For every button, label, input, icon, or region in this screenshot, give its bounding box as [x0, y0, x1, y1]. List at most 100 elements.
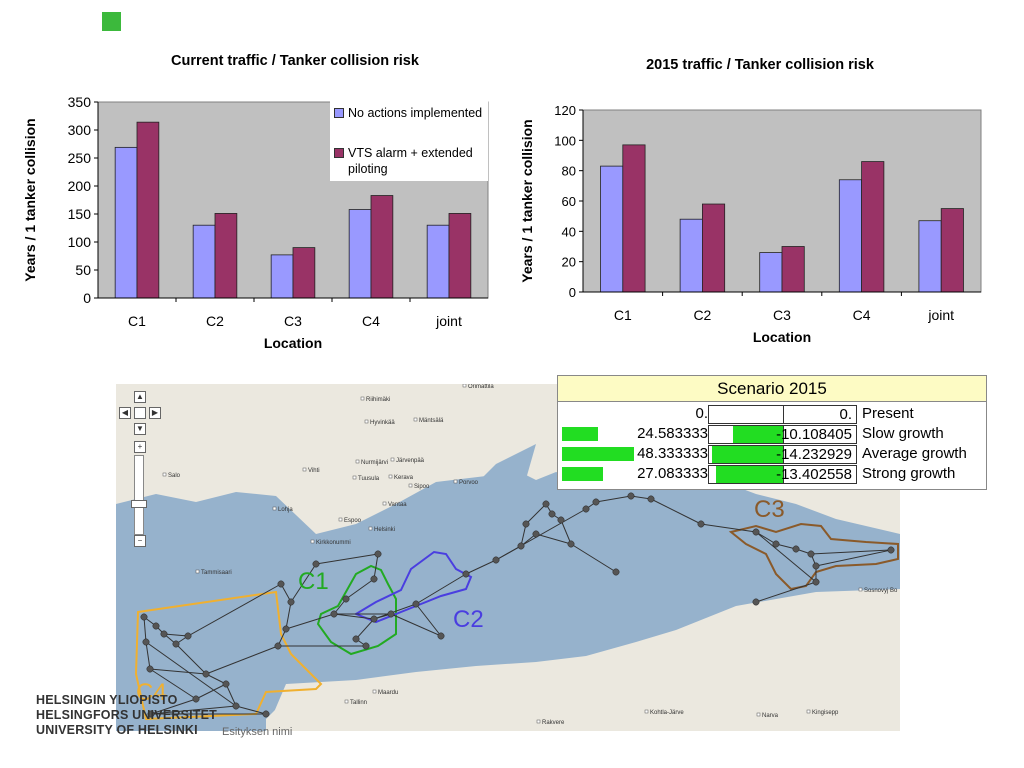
bar-c1-series-2	[622, 144, 646, 293]
y-tick-label: 100	[554, 133, 576, 148]
route-node	[147, 710, 155, 718]
x-tick-label: C4	[853, 307, 871, 323]
route-node	[807, 550, 815, 558]
route-node	[222, 680, 230, 688]
route-node	[282, 625, 290, 633]
place-label: Espoo	[344, 518, 362, 524]
route-node	[697, 520, 705, 528]
route-node	[437, 632, 445, 640]
scenario-title: Scenario 2015	[558, 376, 986, 402]
route-node	[812, 562, 820, 570]
place-marker	[390, 457, 395, 462]
map-canvas: C1 C2 C3 C4 Orimattila Riihimäki Hyvinkää M…	[116, 384, 900, 731]
route-node	[887, 546, 895, 554]
x-tick-label: C1	[614, 307, 632, 323]
scenario-delta-box: 0.	[708, 405, 857, 424]
route-segment	[520, 523, 527, 547]
route-node	[522, 520, 530, 528]
pan-up-button[interactable]: ▲	[134, 391, 146, 403]
route-node	[274, 642, 282, 650]
x-tick-label: joint	[927, 307, 954, 323]
bar-c3-series-1	[270, 254, 294, 299]
place-marker	[360, 396, 365, 401]
route-segment	[235, 705, 267, 715]
scenario-row: 27.083333 -13.402558 Strong growth	[558, 464, 988, 484]
pan-down-button[interactable]: ▼	[134, 423, 146, 435]
x-tick-label: C2	[693, 307, 711, 323]
route-segment	[815, 549, 892, 567]
place-marker	[302, 467, 307, 472]
route-segment	[390, 613, 442, 637]
route-node	[557, 516, 565, 524]
southern-land	[266, 589, 900, 731]
place-label: Tallinn	[350, 700, 367, 706]
zoom-in-button[interactable]: +	[134, 441, 146, 453]
route-node	[287, 598, 295, 606]
place-marker	[382, 501, 387, 506]
route-segment	[495, 508, 587, 561]
route-segment	[285, 613, 335, 630]
pan-right-button[interactable]: ▶	[149, 407, 161, 419]
place-marker	[858, 587, 863, 592]
chart-1: 0 50 100 150 200 250 300 350 C1 C2 C3 C4 joint Locati…	[22, 94, 489, 351]
y-tick-label: 350	[68, 94, 92, 110]
bar-c2-series-2	[702, 203, 726, 293]
scenario-delta-axis	[783, 426, 784, 443]
scenario-delta-bar	[716, 466, 783, 483]
place-label: Maardu	[378, 690, 398, 696]
bar-c2-series-1	[192, 224, 216, 299]
area-c2-label: C2	[453, 606, 484, 633]
place-label: Nurmijärvi	[361, 460, 388, 466]
route-node	[172, 640, 180, 648]
zoom-out-button[interactable]: −	[134, 535, 146, 547]
bar-c1-series-1	[600, 165, 624, 293]
bar-c4-series-1	[348, 209, 372, 299]
place-label: Rakvere	[542, 720, 565, 726]
y-tick-label: 60	[562, 194, 576, 209]
place-label: Helsinki	[374, 527, 395, 533]
place-marker	[453, 479, 458, 484]
pan-center-button[interactable]	[134, 407, 146, 419]
x-tick-label: C3	[284, 313, 302, 329]
place-marker	[372, 689, 377, 694]
route-node	[362, 642, 370, 650]
route-segment	[755, 531, 817, 583]
place-label: Tammisaari	[201, 570, 232, 576]
zoom-slider-track[interactable]	[134, 455, 144, 535]
route-segment	[187, 583, 282, 637]
place-label: Kerava	[394, 475, 414, 481]
route-segment	[595, 495, 632, 503]
place-label: Vantaa	[388, 502, 407, 508]
bar-c1-series-1	[114, 146, 138, 299]
place-marker	[756, 712, 761, 717]
route-node	[647, 495, 655, 503]
route-node	[192, 695, 200, 703]
place-label: Mäntsälä	[419, 418, 444, 424]
logo-line-1: HELSINGIN YLIOPISTO	[36, 693, 178, 707]
bar-c1-series-2	[136, 121, 160, 299]
route-segment	[373, 553, 379, 580]
zoom-slider-thumb[interactable]	[131, 500, 147, 508]
chart-1-legend: No actions implemented VTS alarm + exten…	[330, 101, 488, 181]
place-label: Kohtla-Järve	[650, 710, 684, 716]
pan-left-button[interactable]: ◀	[119, 407, 131, 419]
scenario-value: 48.333333	[637, 445, 708, 462]
bar-c3-series-2	[781, 246, 805, 293]
place-marker	[644, 709, 649, 714]
sea-route-map[interactable]: C1 C2 C3 C4 Orimattila Riihimäki Hyvinkää M…	[116, 384, 900, 731]
place-marker	[162, 472, 167, 477]
scenario-value-bar	[562, 467, 603, 481]
x-tick-label: C1	[128, 313, 146, 329]
bar-c4-series-2	[861, 161, 885, 293]
x-tick-label: C2	[206, 313, 224, 329]
route-node	[812, 578, 820, 586]
route-segment	[535, 533, 572, 545]
legend-swatch-vts	[334, 148, 344, 158]
scenario-delta-bar	[732, 426, 783, 443]
area-c4-outline	[134, 590, 323, 721]
route-node	[517, 542, 525, 550]
scenario-delta-value: -14.232929	[776, 446, 852, 463]
route-node	[772, 540, 780, 548]
scenario-delta-box: -13.402558	[708, 465, 857, 484]
x-tick-label: C4	[362, 313, 380, 329]
